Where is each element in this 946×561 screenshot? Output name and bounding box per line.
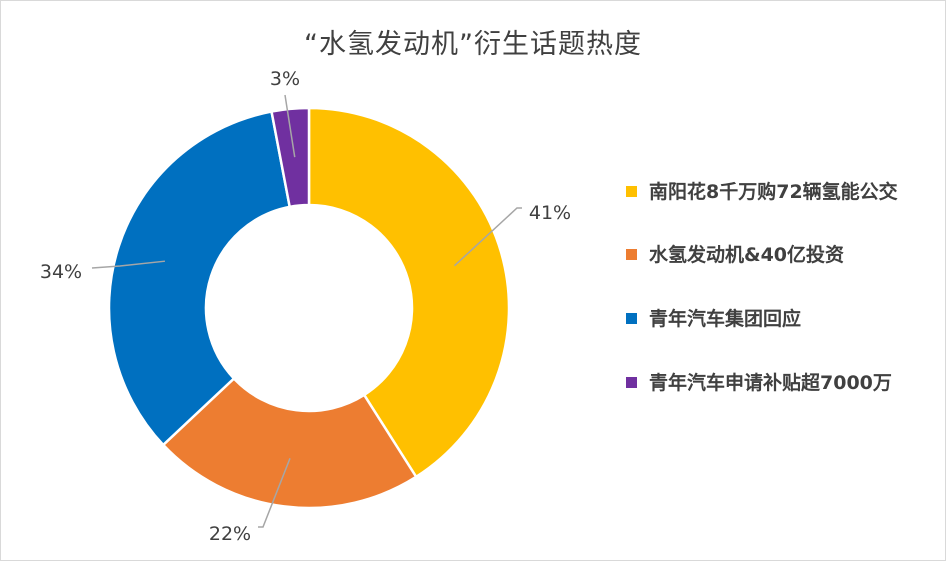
leader-line-1 [453, 207, 522, 267]
legend-item-1: 南阳花8千万购72辆氢能公交 [626, 178, 926, 206]
leader-line-4 [284, 94, 296, 158]
leader-line-3 [91, 260, 165, 269]
legend-swatch-2 [626, 249, 637, 260]
data-label-1: 41% [529, 202, 571, 224]
slices-group [107, 106, 511, 510]
data-labels-group: 41% 22% 34% 3% [40, 68, 571, 545]
data-label-2: 22% [209, 523, 251, 545]
legend-item-3: 青年汽车集团回应 [626, 305, 926, 333]
donut-slice-1 [307, 106, 511, 479]
legend-item-2: 水氢发动机&40亿投资 [626, 241, 926, 269]
chart-title: “水氢发动机”衍生话题热度 [304, 29, 642, 60]
legend-label-4: 青年汽车申请补贴超7000万 [649, 372, 892, 394]
legend-swatch-1 [626, 186, 637, 197]
legend-swatch-3 [626, 313, 637, 324]
donut-slice-4 [270, 106, 311, 209]
data-label-3: 34% [40, 261, 82, 283]
donut-slice-3 [107, 110, 292, 447]
legend-swatch-4 [626, 377, 637, 388]
legend-label-3: 青年汽车集团回应 [649, 308, 802, 330]
legend-item-4: 青年汽车申请补贴超7000万 [626, 369, 926, 397]
data-label-4: 3% [270, 68, 300, 90]
legend-label-1: 南阳花8千万购72辆氢能公交 [649, 181, 898, 203]
legend-label-2: 水氢发动机&40亿投资 [649, 244, 845, 266]
leader-lines-group [91, 94, 522, 528]
donut-slice-2 [161, 376, 418, 510]
leader-line-2 [258, 458, 291, 528]
